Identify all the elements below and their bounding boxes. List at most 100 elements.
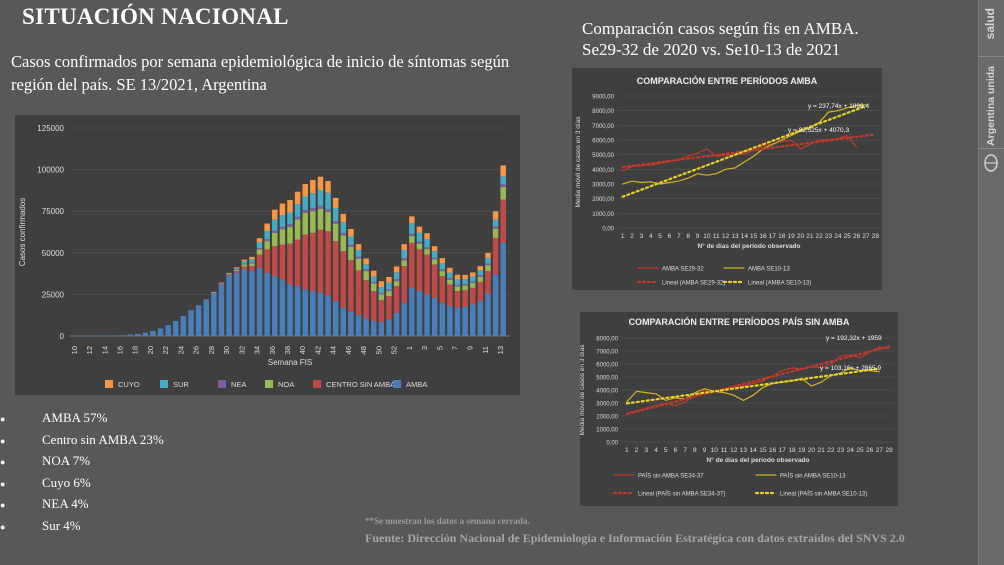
x-tick-label: 4 [654, 447, 658, 454]
bar-segment [378, 294, 385, 301]
series-line [622, 104, 867, 185]
bar-segment [363, 258, 369, 265]
x-tick-label: 6 [674, 447, 678, 454]
x-tick-label: 16 [759, 233, 767, 240]
bar-segment [409, 216, 415, 224]
series-line [621, 133, 877, 169]
brand-label-salud: salud [983, 8, 997, 40]
legend-swatch [160, 380, 168, 388]
x-tick-label: 42 [313, 346, 322, 354]
bar-segment [348, 260, 354, 312]
y-axis-title: Media móvil de casos en 3 días [575, 116, 582, 208]
x-tick-label: 2 [635, 447, 639, 454]
bar-segment [485, 252, 491, 258]
legend-swatch [393, 380, 401, 388]
bar-segment [447, 284, 453, 307]
bar-segment [332, 241, 339, 302]
bar-segment [279, 229, 286, 245]
bar-segment [492, 237, 499, 275]
bar-segment [294, 204, 301, 217]
bar-segment [424, 254, 430, 295]
page-title: SITUACIÓN NACIONAL [22, 4, 289, 29]
x-tick-label: 24 [834, 233, 842, 240]
x-tick-label: 21 [818, 447, 826, 454]
bar-segment [447, 306, 453, 336]
legend-label: AMBA SE29-32 [662, 267, 704, 273]
x-tick-label: 7 [683, 447, 687, 454]
bar-segment [401, 260, 407, 267]
x-tick-label: 25 [856, 447, 864, 454]
y-tick-label: 2000,00 [596, 415, 618, 421]
bar-segment [477, 301, 484, 336]
bar-segment [241, 263, 248, 265]
x-tick-label: 7 [451, 346, 460, 350]
x-tick-label: 18 [788, 447, 796, 454]
bar-segment [386, 319, 392, 336]
bullet-icon: ● [0, 500, 6, 510]
bar-segment [218, 283, 225, 284]
page-subtitle: Casos confirmados por semana epidemiológ… [11, 52, 510, 94]
legend-swatch [313, 380, 321, 388]
bar-segment [211, 292, 217, 336]
bar-segment [226, 274, 232, 276]
x-tick-label: 9 [696, 233, 700, 240]
bar-segment [454, 291, 461, 308]
bar-segment [264, 241, 270, 250]
bar-segment [150, 331, 156, 336]
legend-label: Lineal (AMBA SE29-32) [662, 281, 725, 287]
bar-segment [431, 246, 438, 252]
bar-segment [233, 269, 240, 272]
bullet-icon: ● [0, 414, 6, 424]
bar-segment [89, 335, 95, 337]
bar-segment [74, 335, 80, 337]
x-tick-label: 48 [359, 346, 368, 354]
bar-segment [431, 297, 438, 336]
series-line [621, 104, 868, 198]
bar-segment [287, 212, 293, 225]
bar-segment [500, 165, 506, 177]
bar-segment [272, 276, 278, 336]
x-tick-label: 20 [797, 233, 805, 240]
bar-segment [264, 223, 270, 232]
x-tick-label: 44 [329, 346, 338, 354]
bar-segment [500, 176, 506, 184]
legend-label: Lineal (PAÍS sin AMBA SE34-37) [638, 491, 725, 498]
x-tick-label: 9 [703, 447, 707, 454]
bar-segment [287, 284, 293, 336]
bar-segment [332, 301, 339, 336]
legend-label: AMBA SE10-13 [748, 267, 790, 273]
bar-segment [477, 281, 484, 302]
bar-segment [241, 266, 248, 270]
bar-segment [431, 257, 438, 260]
bar-segment [485, 263, 491, 266]
x-tick-label: 3 [640, 233, 644, 240]
bar-segment [447, 279, 453, 285]
x-tick-label: 10 [703, 233, 711, 240]
bar-segment [371, 283, 377, 292]
source-note: Fuente: Dirección Nacional de Epidemiolo… [365, 531, 905, 545]
bar-segment [332, 207, 339, 222]
x-tick-label: 32 [237, 346, 246, 354]
x-tick-label: 28 [886, 447, 894, 454]
bar-segment [492, 226, 499, 229]
x-tick-label: 16 [115, 346, 124, 354]
bar-segment [485, 265, 491, 272]
bar-segment [272, 219, 278, 231]
x-tick-label: 22 [816, 233, 824, 240]
bar-segment [272, 209, 278, 220]
x-tick-label: 14 [750, 447, 758, 454]
x-tick-label: 23 [825, 233, 833, 240]
bar-segment [218, 284, 225, 336]
bar-segment [325, 192, 331, 210]
x-tick-label: 27 [862, 233, 870, 240]
bar-segment [256, 267, 263, 336]
x-tick-label: 8 [693, 447, 697, 454]
bar-segment [256, 249, 263, 255]
bar-segment [439, 302, 446, 336]
bar-segment [424, 247, 430, 250]
x-tick-label: 11 [481, 346, 490, 354]
y-tick-label: 2000,00 [592, 197, 614, 203]
bar-segment [401, 302, 407, 336]
x-tick-label: 20 [808, 447, 816, 454]
bar-segment [409, 242, 415, 288]
